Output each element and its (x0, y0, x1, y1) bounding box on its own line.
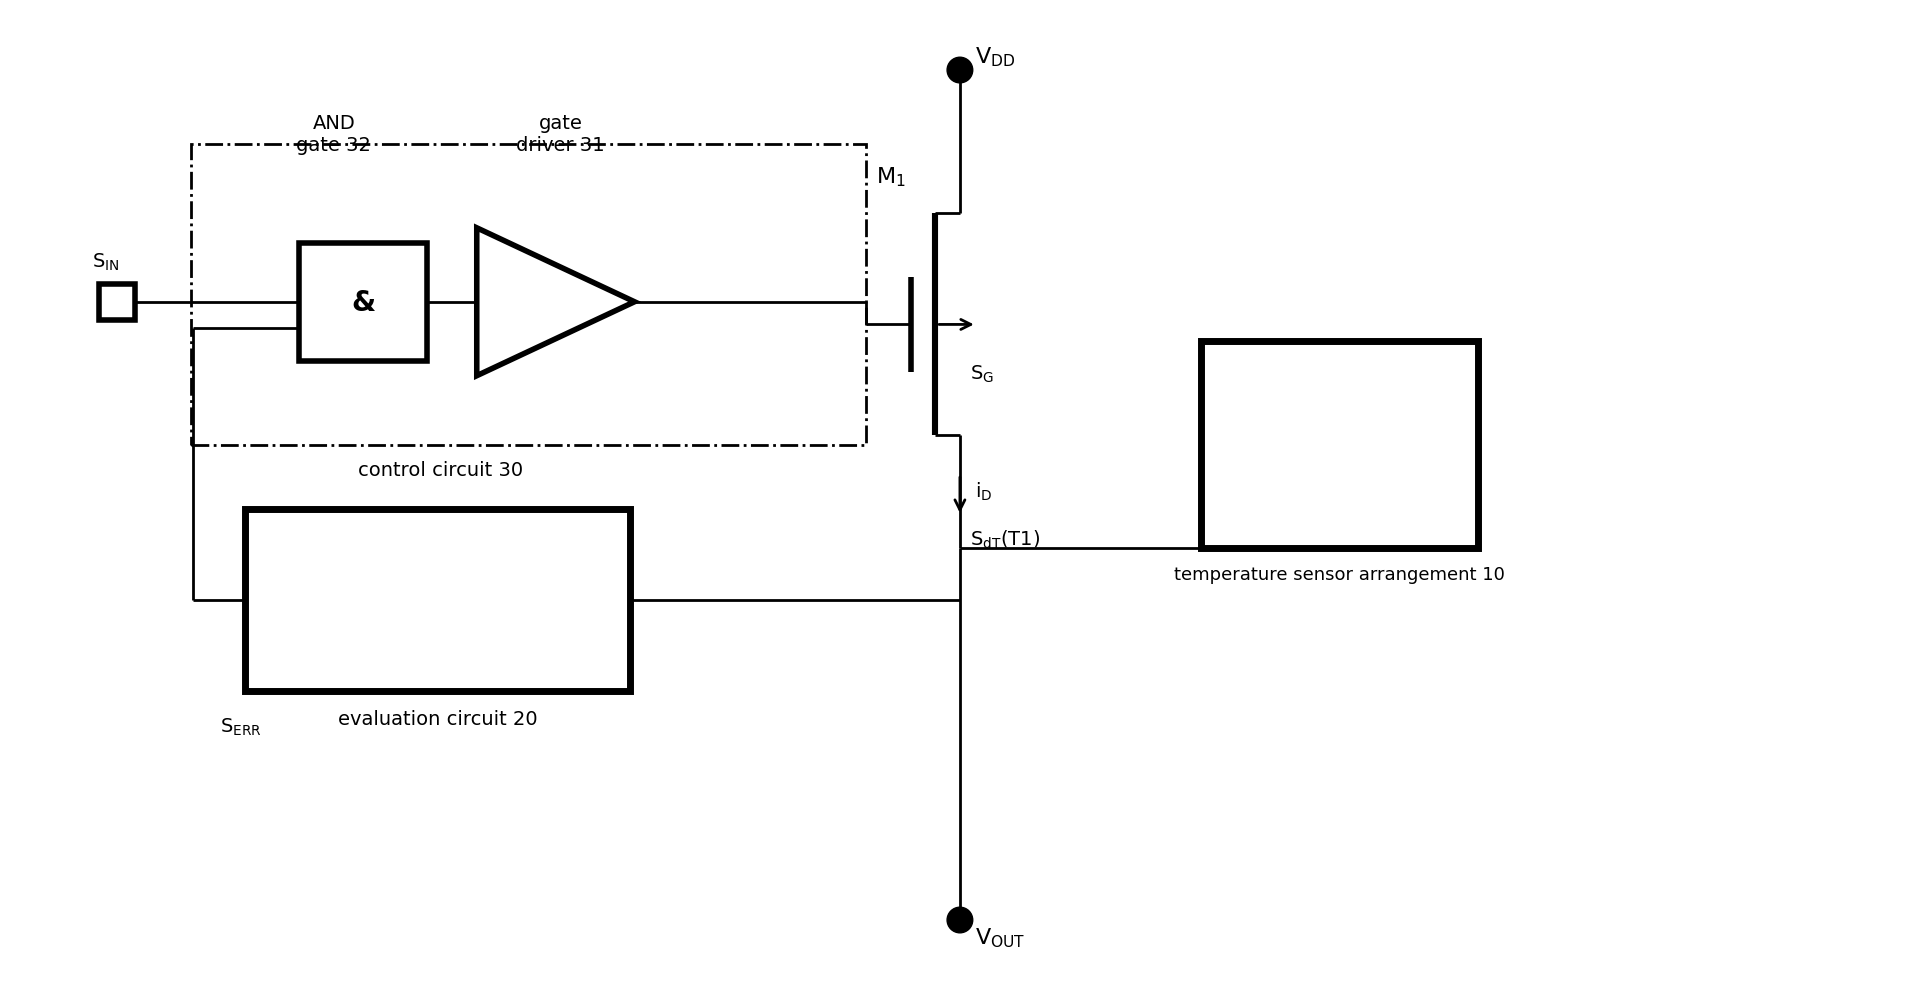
Text: i$_{\mathregular{D}}$: i$_{\mathregular{D}}$ (974, 480, 992, 503)
Text: evaluation circuit 20: evaluation circuit 20 (338, 710, 538, 729)
Text: S$_{\mathregular{dT}}$(T1): S$_{\mathregular{dT}}$(T1) (969, 528, 1039, 550)
Text: control circuit 30: control circuit 30 (359, 460, 523, 479)
Polygon shape (477, 229, 635, 377)
Bar (1201, 342, 1476, 549)
Circle shape (946, 59, 973, 83)
Text: V$_{\mathregular{OUT}}$: V$_{\mathregular{OUT}}$ (974, 925, 1024, 948)
Text: S$_{\mathregular{G}}$: S$_{\mathregular{G}}$ (969, 364, 994, 385)
Text: S$_{\mathregular{IN}}$: S$_{\mathregular{IN}}$ (92, 251, 120, 273)
Circle shape (946, 908, 973, 933)
Text: M$_1$: M$_1$ (875, 166, 906, 189)
Bar (99, 284, 135, 320)
Bar (191, 145, 866, 445)
Text: temperature sensor arrangement 10: temperature sensor arrangement 10 (1173, 566, 1505, 583)
Text: V$_{\mathregular{DD}}$: V$_{\mathregular{DD}}$ (974, 46, 1015, 69)
Text: &: & (351, 288, 376, 316)
Text: S$_{\mathregular{ERR}}$: S$_{\mathregular{ERR}}$ (221, 716, 261, 738)
Text: AND
gate 32: AND gate 32 (296, 113, 372, 155)
Text: gate
driver 31: gate driver 31 (517, 113, 605, 155)
Bar (299, 244, 427, 362)
Bar (244, 509, 629, 692)
